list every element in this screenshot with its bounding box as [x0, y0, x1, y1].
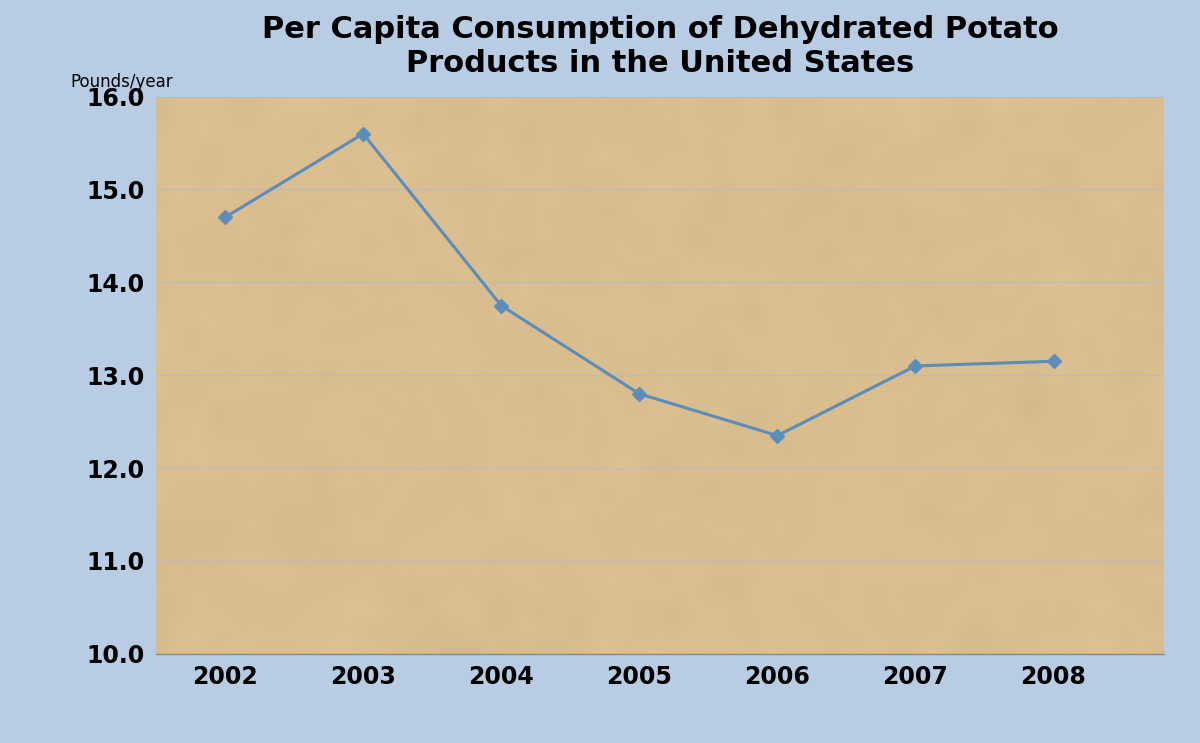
- Text: Pounds/year: Pounds/year: [71, 73, 173, 91]
- Title: Per Capita Consumption of Dehydrated Potato
Products in the United States: Per Capita Consumption of Dehydrated Pot…: [262, 15, 1058, 77]
